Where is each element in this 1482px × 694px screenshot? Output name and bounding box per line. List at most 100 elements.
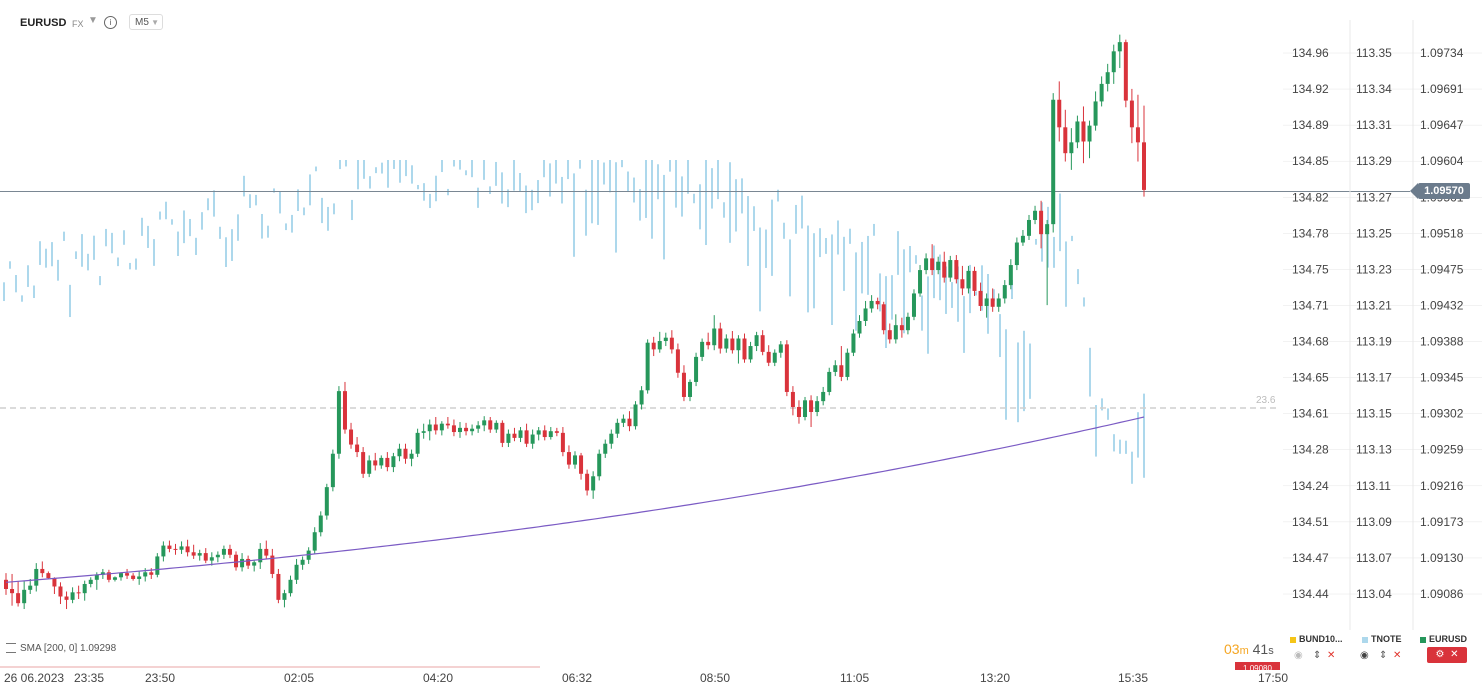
current-price-label: 1.09570 [1410,183,1470,199]
eurusd-tick: 1.09130 [1420,551,1464,565]
candle-body [1142,142,1146,190]
candle-body [833,365,838,372]
candle-body [1045,224,1050,235]
candle-body [16,593,21,604]
symbol-name[interactable]: EURUSD [20,17,67,29]
candle-body [397,448,402,457]
bund-eye-icon[interactable]: ◉ [1294,650,1303,661]
candle-body [34,568,39,586]
candle-body [221,548,226,555]
bund-tick: 134.61 [1292,407,1329,421]
candle-body [294,564,299,580]
candle-body [342,391,347,430]
candle-body [234,554,239,568]
candle-body [488,420,493,430]
candle-body [809,400,814,412]
candle-body [1111,51,1116,73]
tnote-reorder-icon[interactable]: ⇕ [1379,650,1388,661]
candle-body [736,338,741,351]
tnote-eye-icon[interactable]: ◉ [1360,650,1369,661]
candle-body [554,431,559,433]
candle-body [112,577,117,580]
tnote-tick: 113.07 [1356,551,1392,565]
candle-body [1014,242,1019,266]
bund-close-icon[interactable]: ✕ [1327,650,1336,661]
tnote-tick: 113.17 [1356,371,1392,385]
candle-body [4,579,8,589]
candle-body [185,546,190,553]
bund-color-swatch [1290,636,1296,643]
candle-body [506,433,511,443]
candle-body [500,422,505,443]
candle-body [125,573,130,576]
symbol-dropdown-icon[interactable]: ▼ [88,15,98,26]
menu-icon[interactable] [6,643,16,654]
bund-tick: 134.82 [1292,190,1329,204]
sma-legend[interactable]: SMA [200, 0] 1.09298 [6,643,116,654]
info-icon[interactable]: i [104,16,117,29]
time-tick: 11:05 [840,671,869,685]
candle-body [227,548,232,555]
eurusd-tick: 1.09647 [1420,118,1464,132]
bund-tick: 134.71 [1292,298,1329,312]
tnote-tick: 113.04 [1356,587,1392,601]
candle-body [936,261,941,271]
eurusd-tick: 1.09518 [1420,226,1464,240]
candle-body [815,401,820,412]
sma-legend-text: SMA [200, 0] 1.09298 [20,643,117,654]
candle-body [984,298,989,306]
candle-body [766,351,771,363]
candle-body [1135,127,1140,143]
legend-bund: BUND10... [1290,634,1343,644]
candle-body [355,444,360,453]
legend-tnote-label: TNOTE [1371,634,1402,644]
legend-eurusd-label: EURUSD [1429,634,1468,644]
eurusd-tick: 1.09216 [1420,479,1464,493]
candle-body [100,572,105,575]
candle-body [730,338,735,351]
eurusd-tick: 1.09388 [1420,335,1464,349]
candle-body [258,548,263,563]
bund-tick: 134.44 [1292,587,1329,601]
candle-body [1051,99,1056,225]
tnote-axis: 113.35 113.34 113.31 113.29 113.27 113.25 113.… [1356,46,1392,601]
bund-axis: 134.96 134.92 134.89 134.85 134.82 134.78 134.… [1292,46,1329,601]
candle-body [560,432,565,453]
candle-body [494,422,499,430]
eurusd-close-icon[interactable]: ✕ [1450,649,1459,660]
candle-body [633,404,638,427]
candle-body [379,457,384,466]
candle-body [1002,285,1007,299]
eurusd-controls[interactable]: ⚙ ✕ [1427,647,1467,663]
candle-body [58,586,63,597]
time-tick: 23:35 [74,671,104,685]
candle-body [439,423,444,431]
candle-body [821,391,826,402]
eurusd-settings-icon[interactable]: ⚙ [1435,649,1445,660]
candle-body [585,473,590,491]
candle-body [1081,121,1086,142]
candle-body [754,335,759,347]
candle-body [197,553,202,556]
candle-body [796,406,801,418]
candle-body [324,487,329,516]
bund-reorder-icon[interactable]: ⇕ [1313,650,1322,661]
candle-body [1075,121,1080,143]
candle-body [367,460,372,474]
candle-body [657,341,662,350]
candle-body [1033,210,1038,220]
candle-body [972,270,977,291]
candle-body [300,559,305,565]
candle-body [542,430,547,438]
timeframe-select[interactable]: M5 ▼ [129,14,163,30]
candle-body [948,260,953,278]
tnote-close-icon[interactable]: ✕ [1393,650,1402,661]
price-tag: 1.09080 [1235,662,1280,670]
bund-tick: 134.65 [1292,371,1329,385]
candle-body [1087,125,1092,142]
fib-23-6-label: 23.6 [1256,395,1276,406]
candle-body [385,457,390,468]
candle-body [391,456,396,468]
tnote-tick: 113.13 [1356,443,1392,457]
